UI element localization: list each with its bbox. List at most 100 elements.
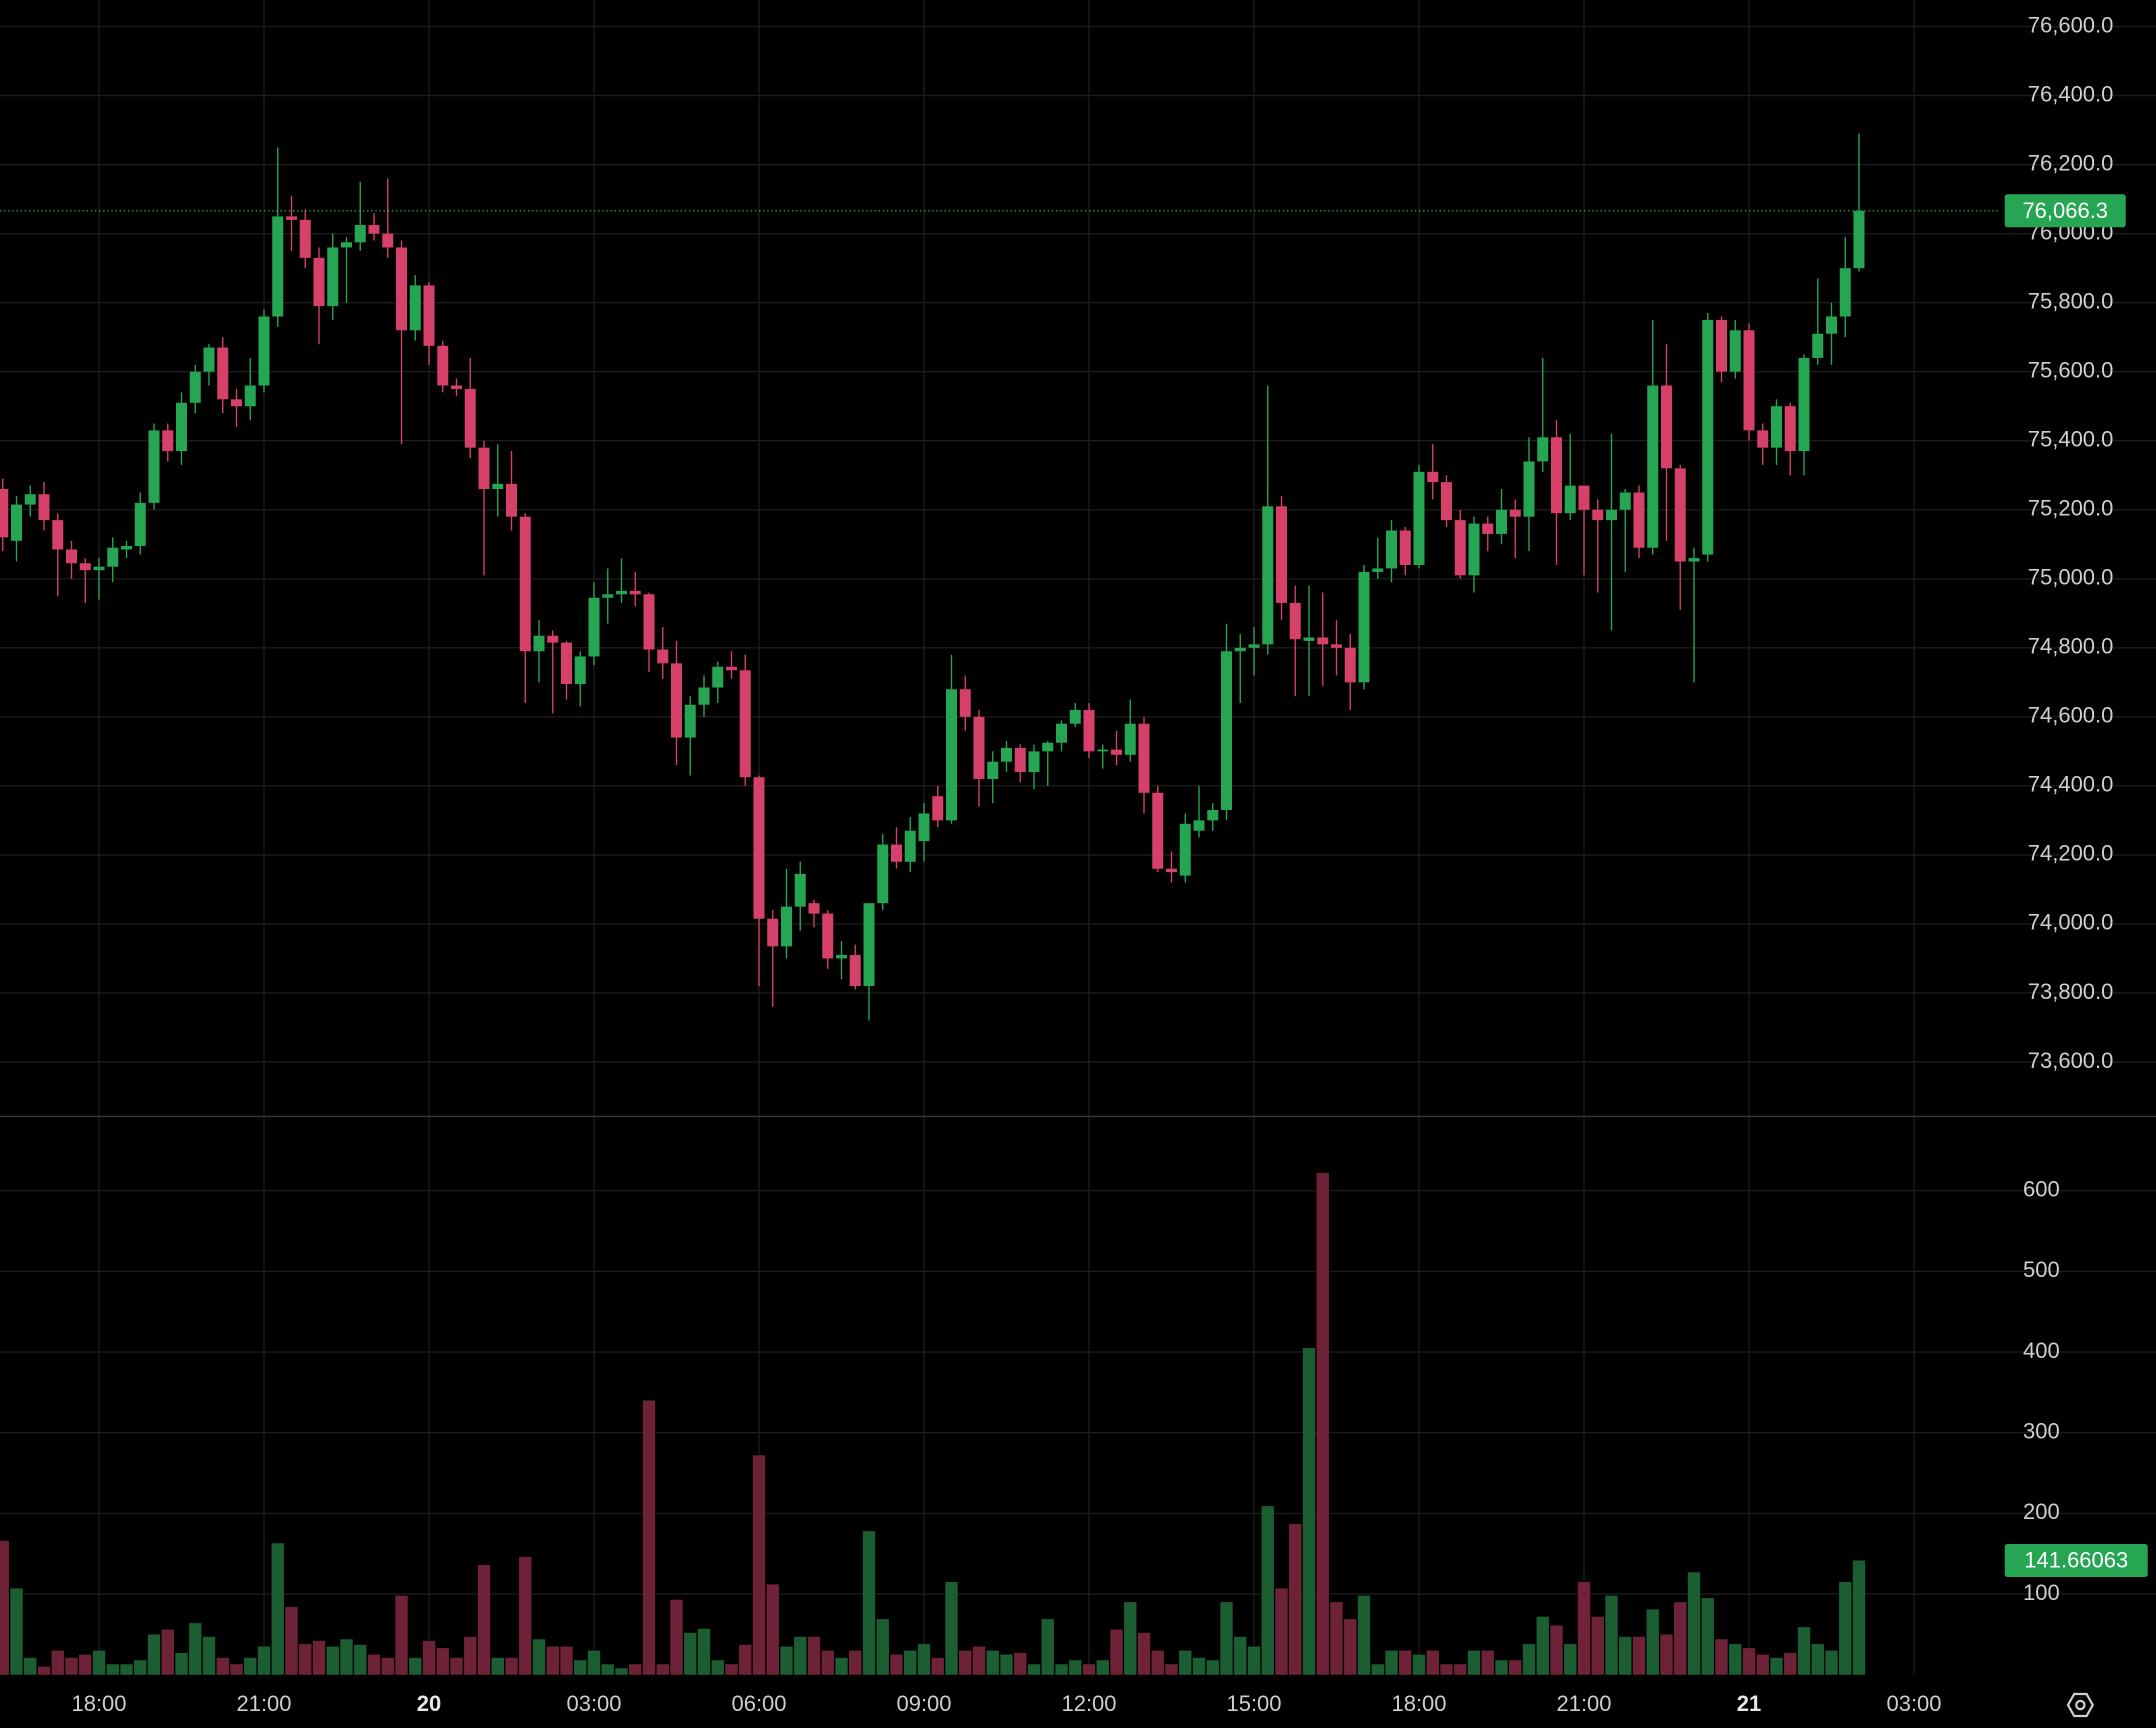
candle-body [258, 316, 270, 386]
candle-body [437, 345, 449, 386]
volume-bar [1440, 1664, 1453, 1675]
last-price-label: 76,066.3 [2022, 198, 2108, 223]
volume-bar [1247, 1646, 1261, 1675]
volume-bar [780, 1646, 793, 1675]
volume-bar [202, 1636, 216, 1675]
candle-body [1124, 723, 1136, 755]
y-tick-label: 75,400.0 [2028, 427, 2114, 452]
candle-body [1743, 330, 1755, 431]
settings-button[interactable] [2066, 1692, 2095, 1718]
volume-bar [972, 1646, 986, 1675]
candle-body [946, 689, 958, 821]
volume-bar [409, 1657, 422, 1675]
candle-body [1056, 723, 1067, 743]
candle-body [1605, 509, 1617, 521]
y-tick-label: 75,000.0 [2028, 565, 2114, 590]
candle-body [808, 903, 820, 914]
volume-bar [574, 1660, 587, 1675]
volume-bar [1316, 1172, 1329, 1675]
volume-bar [1756, 1654, 1769, 1675]
last-price-box [2004, 194, 2126, 228]
volume-bar [849, 1650, 862, 1675]
volume-bar [1344, 1619, 1357, 1675]
volume-bar [505, 1657, 518, 1675]
candle-body [121, 545, 133, 550]
y-tick-label: 73,600.0 [2028, 1048, 2114, 1073]
volume-bar [876, 1619, 889, 1675]
candle-body [767, 918, 779, 947]
candle-body [382, 233, 394, 248]
candle-body [396, 247, 408, 331]
volume-bar [1289, 1523, 1302, 1675]
candle-body [616, 590, 628, 595]
x-tick-label: 12:00 [1061, 1691, 1116, 1716]
candle-body [753, 777, 765, 919]
volume-bar [532, 1639, 546, 1675]
candle-body [1110, 749, 1122, 755]
y-tick-label: 76,200.0 [2028, 150, 2114, 175]
volume-bar [1715, 1639, 1728, 1675]
y-tick-label: 76,600.0 [2028, 12, 2114, 37]
volume-bar [739, 1644, 752, 1675]
candle-body [918, 813, 930, 842]
volume-bar [1234, 1636, 1247, 1675]
volume-bar [1770, 1657, 1783, 1675]
candle-body [1317, 637, 1329, 645]
volume-bar [1110, 1629, 1123, 1675]
volume-bar [601, 1664, 614, 1675]
volume-bar [945, 1581, 958, 1675]
candle-body [1523, 461, 1535, 517]
candle-body [327, 247, 339, 307]
candle-body [739, 670, 751, 778]
candle-body [684, 704, 696, 738]
volume-tick-label: 200 [2023, 1499, 2060, 1524]
candle-body [93, 566, 105, 571]
candle-body [629, 590, 641, 595]
volume-bar [1385, 1650, 1398, 1675]
candle-body [1358, 571, 1370, 683]
volume-bar [1550, 1625, 1563, 1675]
candle-body [1537, 437, 1549, 462]
volume-bar [381, 1657, 394, 1675]
volume-bar [1619, 1636, 1632, 1675]
volume-bar [1467, 1650, 1481, 1675]
volume-bar [1124, 1602, 1137, 1675]
volume-bar [1014, 1652, 1027, 1675]
volume-bar [1784, 1652, 1797, 1675]
candle-body [1165, 868, 1177, 873]
candle-body [1770, 406, 1782, 448]
volume-bar [615, 1668, 628, 1675]
volume-bar [1192, 1657, 1206, 1675]
volume-bar [821, 1650, 834, 1675]
candle-body [643, 594, 655, 650]
candle-body [891, 844, 903, 862]
volume-bar [464, 1636, 477, 1675]
volume-tick-label: 100 [2023, 1580, 2060, 1605]
candle-body [836, 954, 848, 959]
candle-body [134, 502, 146, 546]
x-tick-label: 06:00 [731, 1691, 786, 1716]
candle-body [203, 347, 215, 372]
candle-body [1715, 319, 1727, 372]
candle-body [176, 402, 188, 452]
volume-bar [1179, 1650, 1192, 1675]
candle-body [1757, 430, 1769, 448]
candle-body [1647, 385, 1659, 548]
candle-body [1152, 792, 1164, 869]
candle-body [464, 388, 476, 448]
volume-bar [1839, 1581, 1852, 1675]
volume-bar [711, 1660, 724, 1675]
volume-tick-label: 400 [2023, 1338, 2060, 1363]
volume-tick-label: 300 [2023, 1419, 2060, 1444]
candle-body [286, 216, 298, 220]
volume-bar [1454, 1664, 1467, 1675]
candle-body [1825, 316, 1837, 334]
settings-icon [2066, 1692, 2095, 1718]
candle-body [52, 520, 64, 550]
volume-bar [244, 1657, 257, 1675]
volume-bar [1729, 1644, 1742, 1675]
candle-body [822, 913, 834, 959]
y-tick-label: 75,200.0 [2028, 496, 2114, 521]
x-tick-label: 21 [1737, 1691, 1761, 1716]
volume-bar [51, 1650, 64, 1675]
